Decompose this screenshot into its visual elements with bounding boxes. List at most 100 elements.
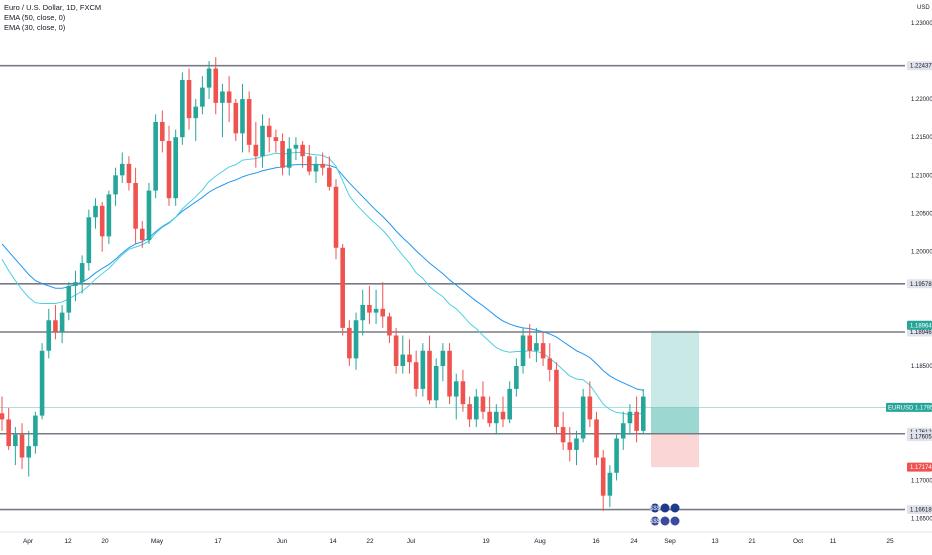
event-icon <box>670 503 680 513</box>
candle-body <box>487 411 492 424</box>
x-tick-label: 24 <box>630 538 638 545</box>
candle-body <box>527 335 533 351</box>
event-label: $$$ <box>650 506 661 512</box>
candle-body <box>413 362 419 389</box>
event-icon <box>650 516 660 526</box>
candle-body <box>534 343 539 351</box>
candle-body <box>387 316 392 336</box>
candle-body <box>79 263 85 283</box>
x-tick-label: 14 <box>329 538 337 545</box>
candle-body <box>620 423 626 439</box>
candle-body <box>347 327 352 359</box>
candle-body <box>427 350 432 401</box>
candle-body <box>480 396 486 412</box>
event-icon <box>650 503 660 513</box>
x-tick-label: May <box>151 538 164 545</box>
y-tick-label: 1.20000 <box>911 250 932 256</box>
candle-body <box>146 190 152 241</box>
chart-legend: Euro / U.S. Dollar, 1D, FXCM EMA (50, cl… <box>4 3 101 33</box>
candle-body <box>607 472 613 496</box>
candle-body <box>300 144 305 157</box>
candle-body <box>6 419 11 447</box>
y-tick-label: 1.22000 <box>911 97 932 103</box>
candle-body <box>26 446 32 458</box>
candle-body <box>186 79 192 119</box>
candle-body <box>367 304 372 313</box>
x-tick-label: 19 <box>482 538 490 545</box>
candle-body <box>420 350 426 389</box>
level-badge-bg <box>907 432 932 442</box>
level-badge: 1.19578 <box>910 282 932 288</box>
candle-body <box>19 434 25 458</box>
candle-body <box>514 366 519 389</box>
candle-body <box>627 411 633 424</box>
candle-body <box>33 415 38 447</box>
candle-body <box>520 335 526 367</box>
x-tick-label: 13 <box>711 538 719 545</box>
y-tick-label: 1.18500 <box>911 364 932 370</box>
candle-body <box>173 137 178 199</box>
x-tick-label: 25 <box>886 538 894 545</box>
candle-body <box>440 350 446 367</box>
candle-body <box>380 308 386 317</box>
candle-body <box>500 411 506 420</box>
candle-body <box>640 396 646 431</box>
target-badge: 1.18964 <box>910 323 932 329</box>
entry-fill <box>651 407 699 435</box>
candle-body <box>253 144 259 157</box>
level-badge: 1.22437 <box>910 64 932 70</box>
candle-body <box>407 354 412 363</box>
candle-body <box>333 186 339 248</box>
candle-body <box>200 87 205 107</box>
candle-body <box>433 366 439 401</box>
candle-body <box>139 228 145 241</box>
x-tick-label: 17 <box>214 538 222 545</box>
event-icon <box>660 503 670 513</box>
candle-body <box>233 102 239 134</box>
x-tick-label: 12 <box>64 538 72 545</box>
candle-body <box>260 125 265 157</box>
candle-body <box>13 434 18 447</box>
candle-body <box>119 163 125 176</box>
candle-body <box>153 121 158 191</box>
candle-body <box>280 141 285 168</box>
candle-body <box>460 381 466 405</box>
y-tick-label: 1.21000 <box>911 173 932 179</box>
candle-body <box>453 381 459 397</box>
candle-body <box>213 68 219 103</box>
event-icon <box>670 516 680 526</box>
candle-body <box>59 312 65 332</box>
candle-body <box>540 343 546 359</box>
candle-body <box>206 68 212 88</box>
candle-body <box>574 438 579 450</box>
candle-body <box>560 427 566 443</box>
candle-body <box>126 163 132 183</box>
candle-body <box>507 388 512 420</box>
candle-body <box>193 106 199 119</box>
candle-body <box>240 99 245 134</box>
y-tick-label: 1.21500 <box>911 135 932 141</box>
y-tick-label: 1.16500 <box>911 517 932 523</box>
stop-badge: 1.17174 <box>910 465 932 471</box>
candle-body <box>99 205 105 237</box>
x-tick-label: Apr <box>23 538 34 545</box>
candle-body <box>614 438 619 473</box>
x-tick-label: Oct <box>793 538 803 545</box>
candle-body <box>587 396 593 420</box>
target-badge-bg <box>907 320 932 330</box>
level-badge-bg <box>907 279 932 289</box>
candle-body <box>634 411 639 431</box>
candle-body <box>0 413 5 420</box>
price-badge: EURUSD 1.17958 <box>888 405 932 411</box>
x-tick-label: Aug <box>534 538 546 545</box>
candle-body <box>327 167 332 187</box>
candle-body <box>166 141 172 199</box>
x-tick-label: Jun <box>277 538 288 545</box>
level-badge: 1.18946 <box>910 330 932 336</box>
ema50-legend: EMA (50, close, 0) <box>4 13 66 22</box>
candle-body <box>400 354 406 367</box>
candle-body <box>286 148 292 168</box>
currency-label: USD <box>917 5 930 11</box>
